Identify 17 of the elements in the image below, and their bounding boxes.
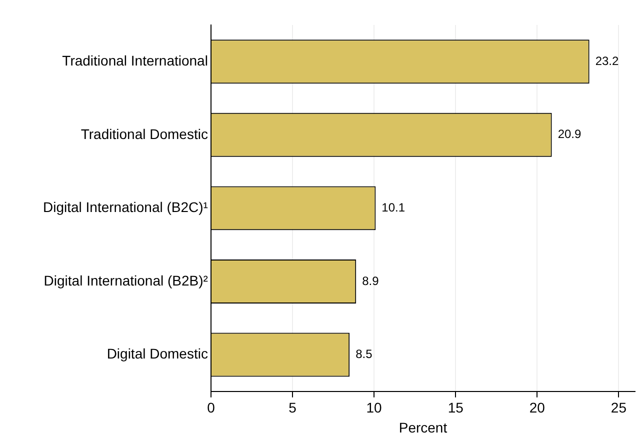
data-label: 23.2	[595, 54, 620, 68]
y-tick-label: Traditional International	[62, 52, 208, 68]
y-tick-label: Digital International (B2B)²	[44, 272, 208, 288]
data-label: 8.9	[362, 274, 380, 288]
data-label: 8.5	[356, 347, 373, 362]
data-label: 20.9	[558, 127, 582, 142]
data-label: 10.1	[382, 200, 406, 215]
x-tick-label: 20	[529, 400, 546, 416]
x-axis-title: Percent	[398, 419, 448, 436]
y-tick-label: Traditional Domestic	[80, 126, 208, 142]
y-tick-label: Digital International (B2C)¹	[42, 199, 208, 216]
y-tick-label: Digital Domestic	[106, 346, 208, 362]
x-tick-label: 15	[448, 400, 464, 416]
x-tick-label: 25	[610, 400, 627, 416]
x-tick-label: 5	[288, 400, 297, 416]
x-tick-label: 0	[207, 400, 216, 416]
x-tick-label: 10	[366, 400, 382, 416]
